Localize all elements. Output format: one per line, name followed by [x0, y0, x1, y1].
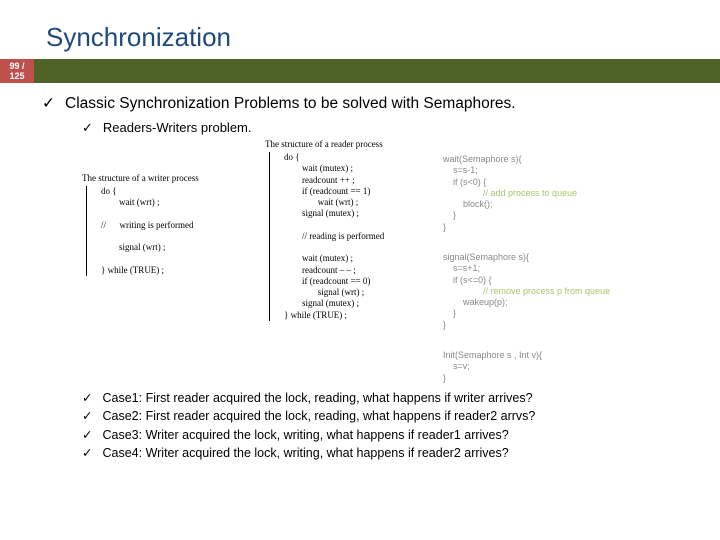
- code-line: readcount – – ;: [284, 265, 435, 276]
- slide-title: Synchronization: [0, 0, 720, 59]
- writer-label: The structure of a writer process: [82, 173, 257, 184]
- writer-code: do { wait (wrt) ; // writing is performe…: [86, 186, 257, 276]
- code-line: signal (wrt) ;: [284, 287, 435, 298]
- code-diagram-row: The structure of a writer process do { w…: [82, 139, 690, 384]
- case-item: ✓ Case2: First reader acquired the lock,…: [82, 408, 690, 426]
- code-line: [101, 254, 257, 265]
- semaphore-defs-box: wait(Semaphore s){ s=s-1; if (s<0) { // …: [443, 139, 673, 384]
- title-bar: 99 / 125: [0, 59, 720, 83]
- bullet-main-text: Classic Synchronization Problems to be s…: [65, 93, 516, 115]
- reader-code: do { wait (mutex) ; readcount ++ ; if (r…: [269, 152, 435, 321]
- page-total: 125: [0, 71, 34, 81]
- code-line: readcount ++ ;: [284, 175, 435, 186]
- writer-process-box: The structure of a writer process do { w…: [82, 139, 257, 384]
- case-item: ✓ Case3: Writer acquired the lock, writi…: [82, 427, 690, 445]
- reader-process-box: The structure of a reader process do { w…: [265, 139, 435, 384]
- code-line: if (readcount == 0): [284, 276, 435, 287]
- check-icon: ✓: [82, 445, 92, 463]
- check-icon: ✓: [82, 119, 93, 137]
- code-line: signal (mutex) ;: [284, 208, 435, 219]
- check-icon: ✓: [82, 390, 92, 408]
- check-icon: ✓: [42, 93, 55, 115]
- cases-list: ✓ Case1: First reader acquired the lock,…: [42, 390, 690, 463]
- code-line: wait (wrt) ;: [101, 197, 257, 208]
- code-line: // reading is performed: [284, 231, 435, 242]
- code-line: do {: [101, 186, 257, 197]
- code-line: wait (mutex) ;: [284, 253, 435, 264]
- code-line: do {: [284, 152, 435, 163]
- code-line: [284, 220, 435, 231]
- code-line: } while (TRUE) ;: [284, 310, 435, 321]
- signal-block: signal(Semaphore s){ s=s+1; if (s<=0) { …: [443, 241, 673, 331]
- code-line: [101, 209, 257, 220]
- case-item: ✓ Case1: First reader acquired the lock,…: [82, 390, 690, 408]
- code-line: [284, 242, 435, 253]
- init-block: Init(Semaphore s , Int v){ s=v; }: [443, 339, 673, 384]
- reader-label: The structure of a reader process: [265, 139, 435, 150]
- page-current: 99 /: [0, 61, 34, 71]
- case-text: Case2: First reader acquired the lock, r…: [102, 408, 535, 426]
- code-line: [101, 231, 257, 242]
- code-line: signal (mutex) ;: [284, 298, 435, 309]
- code-line: wait (wrt) ;: [284, 197, 435, 208]
- case-text: Case3: Writer acquired the lock, writing…: [102, 427, 508, 445]
- check-icon: ✓: [82, 427, 92, 445]
- slide-content: ✓ Classic Synchronization Problems to be…: [0, 83, 720, 463]
- code-line: // writing is performed: [101, 220, 257, 231]
- check-icon: ✓: [82, 408, 92, 426]
- bullet-sub: ✓ Readers-Writers problem.: [82, 119, 690, 137]
- case-text: Case1: First reader acquired the lock, r…: [102, 390, 532, 408]
- page-number-badge: 99 / 125: [0, 59, 34, 83]
- case-item: ✓ Case4: Writer acquired the lock, writi…: [82, 445, 690, 463]
- bullet-sub-text: Readers-Writers problem.: [103, 119, 252, 137]
- code-line: signal (wrt) ;: [101, 242, 257, 253]
- code-line: } while (TRUE) ;: [101, 265, 257, 276]
- case-text: Case4: Writer acquired the lock, writing…: [102, 445, 508, 463]
- code-line: if (readcount == 1): [284, 186, 435, 197]
- code-line: wait (mutex) ;: [284, 163, 435, 174]
- bullet-main: ✓ Classic Synchronization Problems to be…: [42, 93, 690, 115]
- wait-block: wait(Semaphore s){ s=s-1; if (s<0) { // …: [443, 143, 673, 233]
